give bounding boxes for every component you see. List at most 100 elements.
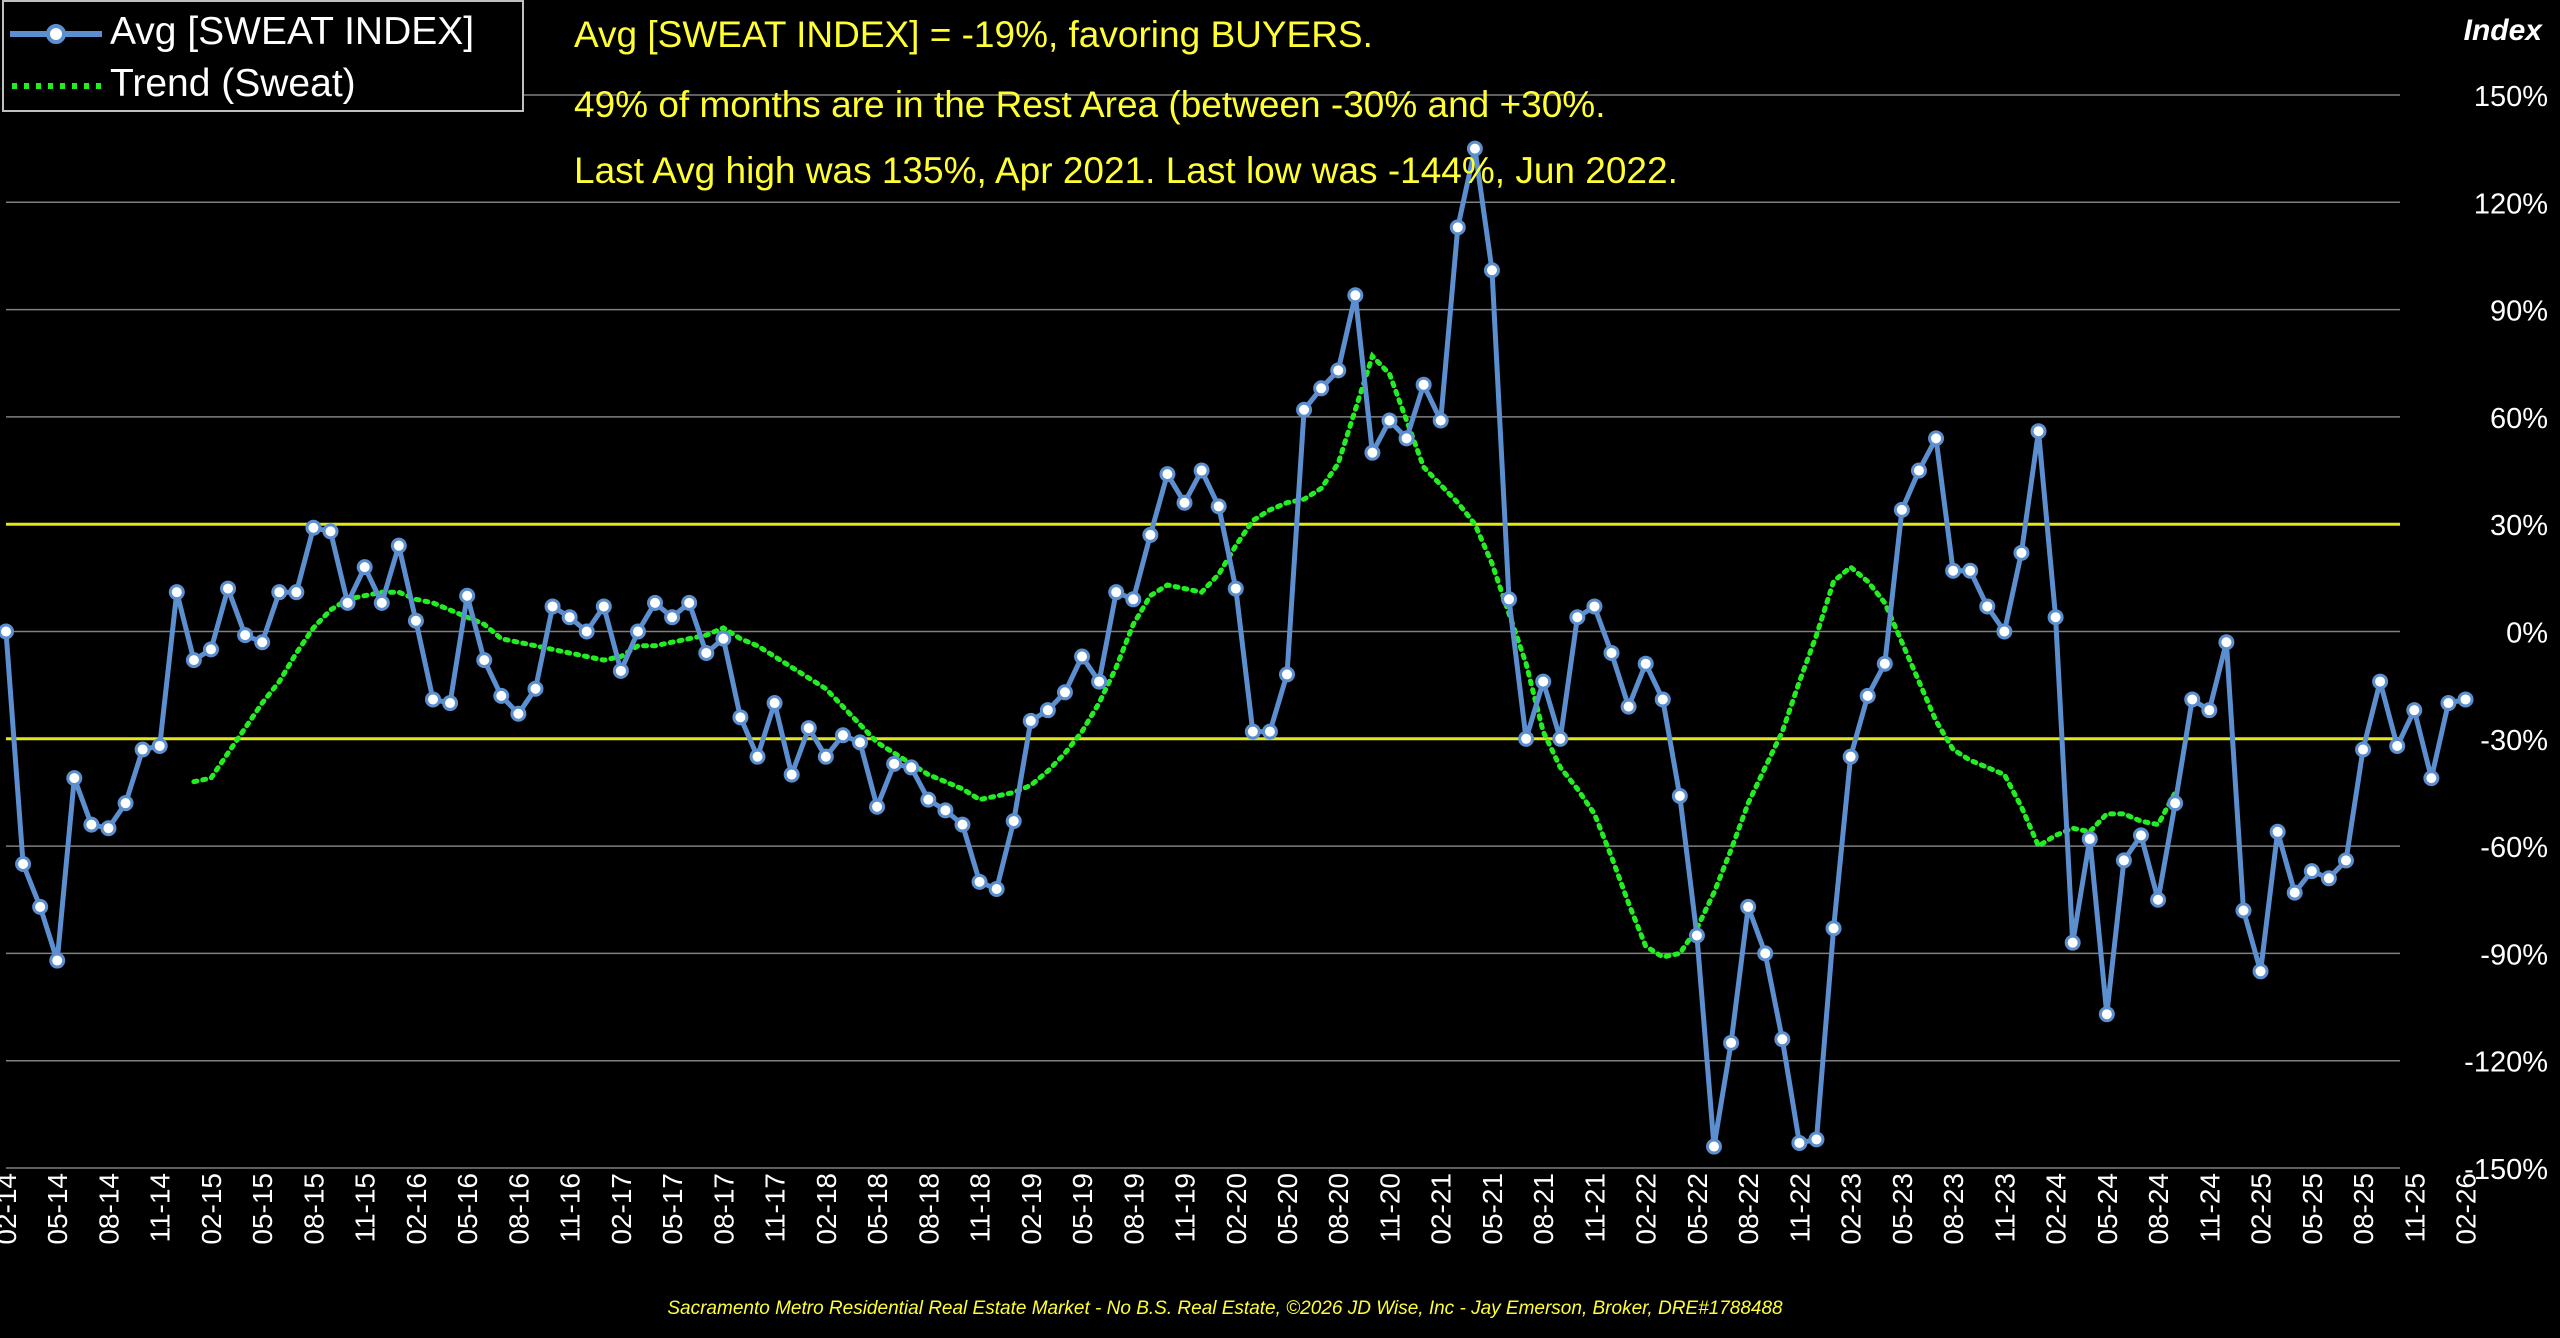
avg-point bbox=[1381, 412, 1398, 429]
x-tick-label: 02-19 bbox=[1016, 1173, 1047, 1245]
avg-point bbox=[612, 662, 629, 679]
x-tick-label: 02-25 bbox=[2246, 1173, 2277, 1245]
x-tick-label: 05-18 bbox=[862, 1173, 893, 1245]
avg-point bbox=[1979, 598, 1996, 615]
avg-sweat-series bbox=[0, 140, 2474, 1155]
y-tick-label: 30% bbox=[2490, 510, 2548, 542]
x-tick-label: 02-17 bbox=[606, 1173, 637, 1245]
x-tick-label: 11-17 bbox=[760, 1173, 791, 1243]
avg-point bbox=[578, 623, 595, 640]
annotation-high-low: Last Avg high was 135%, Apr 2021. Last l… bbox=[574, 150, 1678, 191]
x-tick-label: 08-17 bbox=[708, 1173, 739, 1245]
avg-point bbox=[2167, 795, 2184, 812]
avg-point bbox=[185, 652, 202, 669]
avg-point bbox=[2030, 423, 2047, 440]
avg-point bbox=[2303, 863, 2320, 880]
legend-trend-label: Trend (Sweat) bbox=[110, 62, 356, 105]
avg-point bbox=[1859, 687, 1876, 704]
avg-point bbox=[1688, 927, 1705, 944]
avg-point bbox=[1227, 580, 1244, 597]
x-tick-label: 08-16 bbox=[503, 1173, 534, 1245]
x-tick-label: 02-22 bbox=[1631, 1173, 1662, 1245]
x-tick-label: 08-20 bbox=[1323, 1173, 1354, 1245]
avg-point bbox=[647, 594, 664, 611]
avg-point bbox=[834, 727, 851, 744]
y-unit-label: Index bbox=[2463, 14, 2542, 47]
avg-point bbox=[1244, 723, 1261, 740]
avg-point bbox=[1620, 698, 1637, 715]
avg-point bbox=[66, 770, 83, 787]
avg-point bbox=[1637, 655, 1654, 672]
x-tick-label: 08-14 bbox=[93, 1173, 124, 1245]
avg-point bbox=[1022, 712, 1039, 729]
avg-point bbox=[2235, 902, 2252, 919]
avg-point bbox=[698, 644, 715, 661]
avg-point bbox=[869, 798, 886, 815]
avg-point bbox=[817, 748, 834, 765]
avg-point bbox=[2457, 691, 2474, 708]
avg-point bbox=[493, 687, 510, 704]
avg-point bbox=[1996, 623, 2013, 640]
avg-point bbox=[2115, 852, 2132, 869]
footer-credit: Sacramento Metro Residential Real Estate… bbox=[667, 1298, 1783, 1319]
x-tick-label: 05-20 bbox=[1272, 1173, 1303, 1245]
x-tick-label: 11-19 bbox=[1170, 1173, 1201, 1243]
avg-point bbox=[476, 652, 493, 669]
avg-point bbox=[783, 766, 800, 783]
x-tick-label: 08-18 bbox=[913, 1173, 944, 1245]
avg-point bbox=[749, 748, 766, 765]
legend-avg-label: Avg [SWEAT INDEX] bbox=[110, 10, 475, 53]
avg-point bbox=[1039, 702, 1056, 719]
avg-point bbox=[1466, 140, 1483, 157]
avg-point bbox=[271, 584, 288, 601]
x-tick-label: 05-22 bbox=[1682, 1173, 1713, 1245]
avg-point bbox=[1415, 376, 1432, 393]
avg-point bbox=[1910, 462, 1927, 479]
y-axis-ticks: 150% 120% 90% 60% 30% 0% -30% -60% -90% -120% -150… bbox=[2464, 81, 2548, 1186]
x-tick-label: 11-25 bbox=[2399, 1173, 2430, 1243]
x-tick-label: 05-23 bbox=[1887, 1173, 1918, 1245]
annotation-rest-area: 49% of months are in the Rest Area (betw… bbox=[574, 84, 1606, 125]
avg-point bbox=[954, 816, 971, 833]
avg-point bbox=[1279, 666, 1295, 683]
avg-point bbox=[664, 609, 681, 626]
avg-point bbox=[100, 820, 117, 837]
avg-point bbox=[2013, 544, 2030, 561]
avg-point bbox=[2355, 741, 2372, 758]
avg-point bbox=[544, 598, 561, 615]
gridlines bbox=[6, 94, 2400, 1169]
x-tick-label: 08-22 bbox=[1733, 1173, 1764, 1245]
avg-line bbox=[3, 146, 2467, 1149]
avg-point bbox=[1398, 430, 1415, 447]
avg-point bbox=[1671, 788, 1688, 805]
x-tick-label: 05-15 bbox=[247, 1173, 278, 1245]
avg-point bbox=[886, 755, 903, 772]
avg-point bbox=[168, 584, 185, 601]
avg-point bbox=[1261, 723, 1278, 740]
y-tick-label: -60% bbox=[2480, 832, 2548, 864]
avg-point bbox=[2252, 963, 2269, 980]
avg-point bbox=[1364, 444, 1381, 461]
avg-point bbox=[1774, 1031, 1791, 1048]
avg-point bbox=[32, 898, 49, 915]
avg-point bbox=[1142, 526, 1159, 543]
avg-point bbox=[2064, 934, 2081, 951]
avg-point bbox=[1552, 730, 1569, 747]
avg-point bbox=[1535, 673, 1552, 690]
avg-point bbox=[510, 705, 527, 722]
y-tick-label: -150% bbox=[2464, 1154, 2548, 1186]
x-tick-label: 05-25 bbox=[2297, 1173, 2328, 1245]
x-tick-label: 02-18 bbox=[811, 1173, 842, 1245]
avg-point bbox=[2201, 702, 2218, 719]
avg-point bbox=[2372, 673, 2389, 690]
x-tick-label: 11-21 bbox=[1579, 1173, 1610, 1243]
y-tick-label: 0% bbox=[2506, 618, 2548, 650]
avg-point bbox=[1176, 494, 1193, 511]
avg-point bbox=[1569, 609, 1586, 626]
avg-point bbox=[2320, 870, 2337, 887]
avg-point bbox=[390, 537, 407, 554]
avg-point bbox=[339, 594, 356, 611]
avg-point bbox=[1432, 412, 1449, 429]
rest-area-bounds bbox=[6, 522, 2400, 741]
x-tick-label: 02-15 bbox=[196, 1173, 227, 1245]
